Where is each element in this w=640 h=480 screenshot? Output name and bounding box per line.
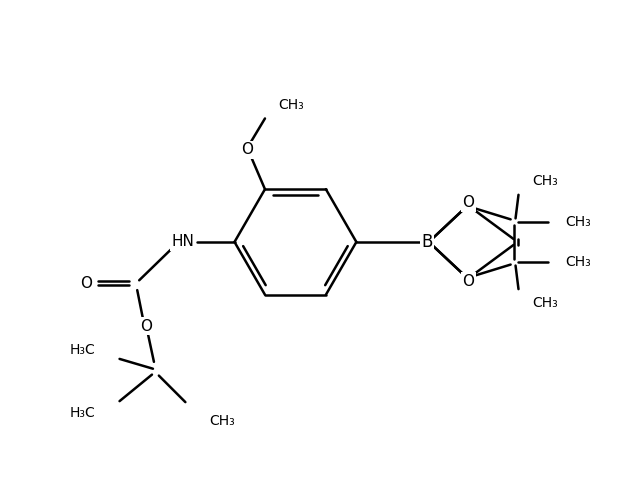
Text: B: B	[421, 233, 433, 251]
Text: CH₃: CH₃	[279, 98, 305, 112]
Text: O: O	[462, 195, 474, 210]
Text: O: O	[462, 274, 474, 289]
Text: O: O	[140, 319, 152, 334]
Text: CH₃: CH₃	[532, 296, 558, 310]
Text: H₃C: H₃C	[69, 343, 95, 357]
Text: CH₃: CH₃	[532, 174, 558, 188]
Text: CH₃: CH₃	[209, 414, 235, 428]
Text: CH₃: CH₃	[566, 216, 591, 229]
Text: H₃C: H₃C	[69, 406, 95, 420]
Text: CH₃: CH₃	[566, 254, 591, 269]
Text: O: O	[241, 143, 253, 157]
Text: O: O	[80, 276, 92, 291]
Text: HN: HN	[172, 234, 195, 250]
